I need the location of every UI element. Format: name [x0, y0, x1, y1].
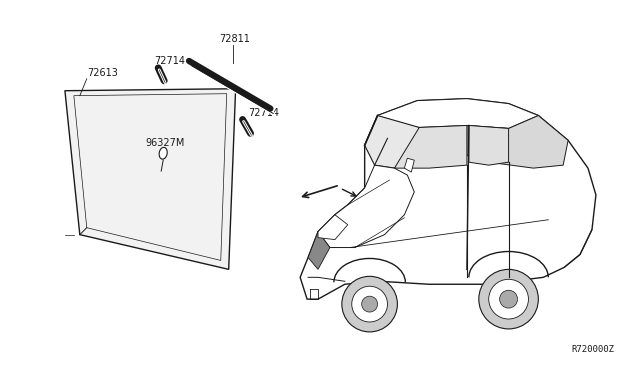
Circle shape: [489, 279, 529, 319]
Polygon shape: [378, 99, 538, 138]
Text: 72613: 72613: [87, 68, 118, 78]
Text: 96327M: 96327M: [145, 138, 185, 148]
Polygon shape: [318, 165, 414, 247]
Ellipse shape: [159, 147, 167, 159]
Polygon shape: [318, 215, 348, 240]
Text: R720000Z: R720000Z: [572, 345, 615, 354]
Polygon shape: [65, 89, 236, 269]
Circle shape: [500, 290, 518, 308]
Circle shape: [479, 269, 538, 329]
Text: 72714: 72714: [248, 108, 280, 118]
Text: 72811: 72811: [219, 34, 250, 44]
Polygon shape: [300, 99, 596, 299]
Polygon shape: [469, 125, 509, 165]
Polygon shape: [394, 125, 467, 168]
Polygon shape: [404, 158, 414, 172]
Text: 72714: 72714: [154, 56, 185, 66]
Circle shape: [342, 276, 397, 332]
Polygon shape: [308, 232, 330, 269]
Polygon shape: [467, 116, 568, 168]
Circle shape: [352, 286, 387, 322]
Circle shape: [362, 296, 378, 312]
Polygon shape: [365, 116, 419, 168]
